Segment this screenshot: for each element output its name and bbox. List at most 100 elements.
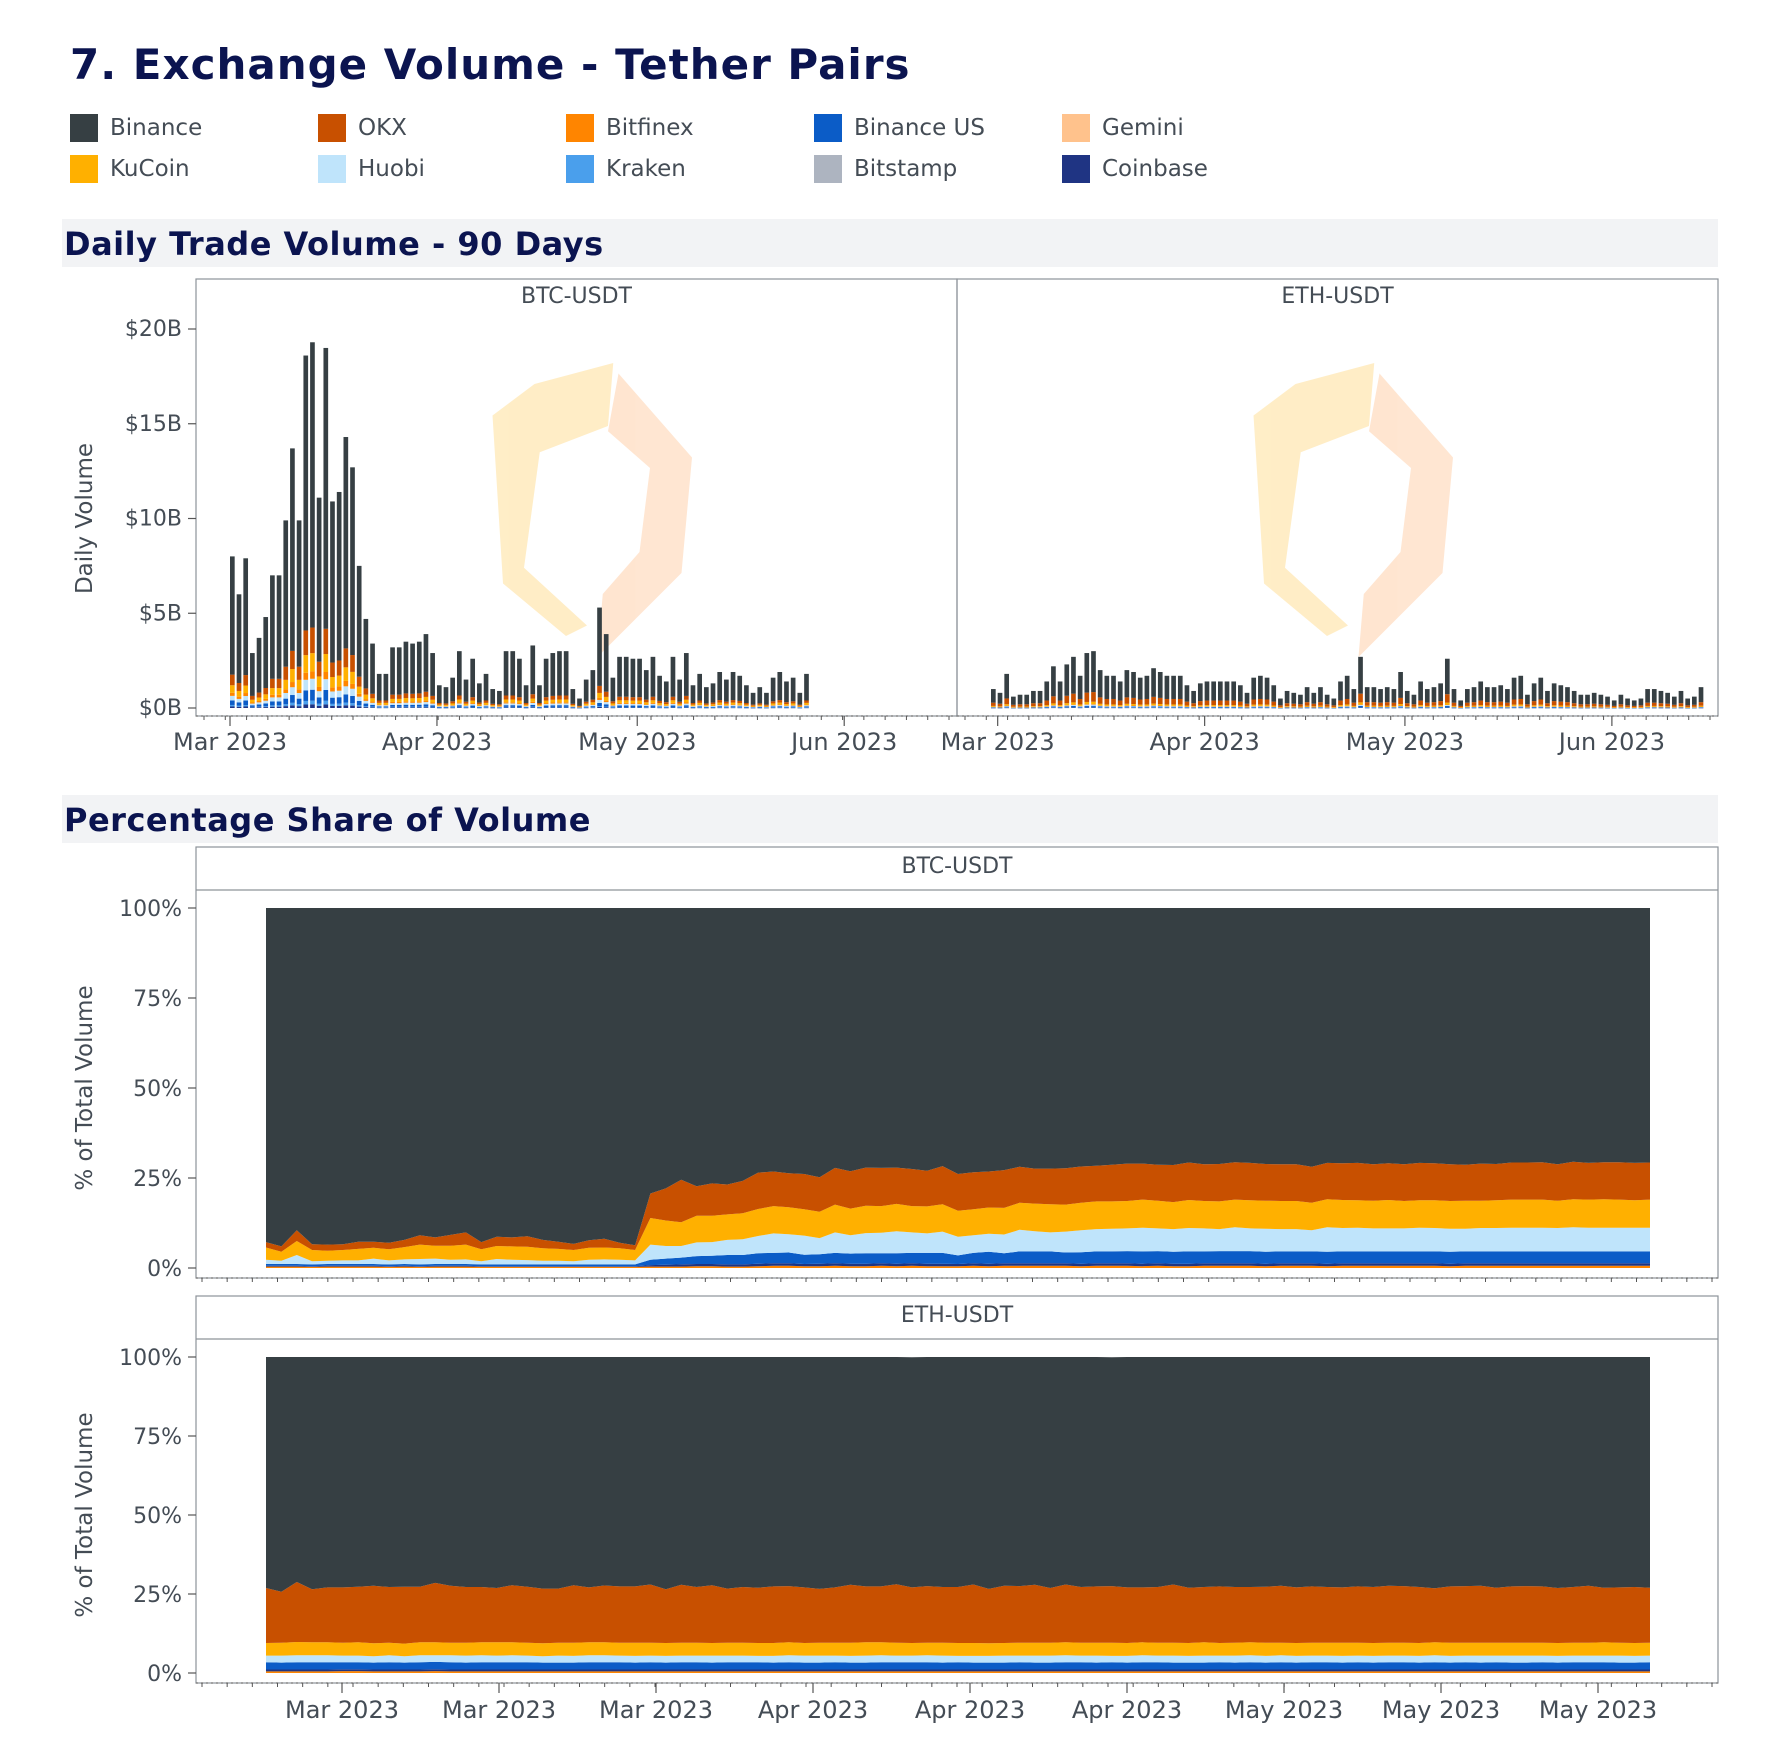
bar-segment [1605, 707, 1610, 708]
bar-segment [1418, 706, 1423, 707]
legend-item[interactable]: Bitfinex [566, 113, 694, 143]
bar-segment [577, 706, 582, 708]
legend-swatch [814, 155, 842, 183]
bar-segment [503, 707, 509, 708]
bar-segment [323, 653, 329, 672]
legend-item[interactable]: OKX [318, 113, 407, 143]
bar-segment [1404, 706, 1410, 708]
bar-segment [1444, 694, 1450, 703]
legend-swatch [70, 114, 98, 142]
bar-segment [1698, 707, 1704, 709]
y-tick-label: 25% [133, 1167, 182, 1192]
bar-segment [1224, 706, 1230, 707]
bar-segment [797, 692, 803, 705]
bar-segment [1571, 706, 1577, 707]
legend-item[interactable]: Kraken [566, 154, 686, 184]
bar-segment [270, 688, 275, 695]
bar-segment [1338, 707, 1343, 709]
bar-segment [1551, 707, 1557, 708]
bar-segment [1344, 675, 1350, 699]
area-okx [266, 1582, 1650, 1644]
bar-segment [263, 694, 269, 699]
bar-segment [1358, 656, 1363, 694]
bar-segment [403, 702, 409, 705]
bar-segment [1064, 707, 1070, 709]
bar-segment [750, 706, 756, 707]
bar-segment [704, 706, 709, 708]
bar-segment [1651, 705, 1657, 707]
bar-segment [517, 704, 522, 706]
bar-segment [683, 699, 689, 703]
legend-label: Coinbase [1102, 156, 1208, 182]
bar-segment [1531, 705, 1537, 707]
bar-segment [1131, 707, 1136, 709]
legend-item[interactable]: Bitstamp [814, 154, 957, 184]
bar-segment [1264, 707, 1270, 708]
bar-segment [1645, 707, 1650, 708]
legend-item[interactable]: Gemini [1062, 113, 1184, 143]
bar-segment [1591, 706, 1597, 707]
bar-segment [790, 707, 796, 708]
bar-segment [1171, 675, 1176, 699]
legend-item[interactable]: Coinbase [1062, 154, 1208, 184]
bar-segment [1131, 707, 1136, 708]
bar-segment [330, 703, 335, 706]
bar-segment [710, 702, 716, 705]
bar-segment [1618, 707, 1624, 708]
bar-segment [777, 707, 783, 708]
bar-segment [1471, 707, 1477, 709]
bar-segment [1164, 707, 1170, 709]
legend-item[interactable]: Huobi [318, 154, 425, 184]
bar-segment [770, 706, 776, 708]
bar-segment [1698, 706, 1704, 708]
bar-segment [650, 696, 656, 701]
bar-segment [1164, 707, 1170, 708]
bar-segment [1665, 706, 1670, 707]
bar-segment [1111, 704, 1116, 706]
bar-segment [403, 707, 409, 708]
bar-segment [1244, 706, 1250, 707]
bar-segment [1518, 706, 1524, 708]
y-tick-label: $10B [125, 507, 182, 532]
bar-segment [363, 618, 369, 689]
bar-segment [1311, 706, 1317, 708]
legend-item[interactable]: Binance [70, 113, 202, 143]
bar-segment [436, 707, 442, 709]
bar-segment [997, 703, 1003, 707]
bar-segment [276, 701, 282, 706]
bar-segment [670, 705, 676, 707]
bar-segment [1131, 705, 1136, 706]
bar-segment [744, 705, 749, 707]
bar-segment [1324, 707, 1330, 709]
bar-segment [1338, 706, 1343, 707]
legend-item[interactable]: Binance US [814, 113, 985, 143]
bar-segment [744, 702, 749, 705]
x-tick-label: Mar 2023 [442, 1696, 556, 1724]
bar-segment [1344, 706, 1350, 708]
bar-segment [390, 707, 395, 708]
bar-segment [250, 653, 255, 696]
facet-label: BTC-USDT [521, 284, 633, 309]
bar-segment [1398, 704, 1403, 706]
bar-segment [1398, 707, 1403, 708]
bar-segment [757, 707, 763, 709]
bar-segment [1097, 705, 1103, 707]
bar-segment [497, 705, 502, 707]
bar-segment [690, 707, 696, 709]
bar-segment [336, 686, 342, 691]
bar-segment [1291, 706, 1297, 707]
legend-item[interactable]: KuCoin [70, 154, 190, 184]
x-tick-label: May 2023 [578, 728, 696, 756]
x-tick-label: Apr 2023 [1150, 728, 1260, 756]
bar-segment [283, 704, 289, 707]
bar-segment [1117, 707, 1123, 709]
legend-swatch [814, 114, 842, 142]
bar-segment [376, 707, 382, 708]
bar-segment [430, 707, 435, 708]
bar-segment [1151, 707, 1156, 709]
bar-segment [430, 706, 435, 708]
bar-segment [236, 705, 242, 707]
bar-segment [1518, 706, 1524, 707]
bar-segment [690, 705, 696, 707]
